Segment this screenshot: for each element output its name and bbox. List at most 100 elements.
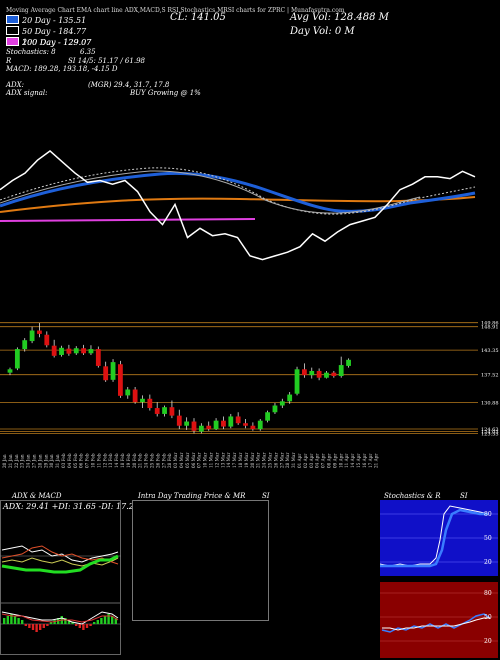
candle-body [279, 401, 285, 406]
candle-body [110, 362, 116, 380]
macd-histogram-bar [13, 616, 17, 624]
stochastics-panel-si: SI [460, 492, 468, 500]
macd-histogram-bar [100, 618, 103, 624]
macd-histogram-bar [10, 614, 13, 624]
date-tick-label: 28 Feb [167, 453, 172, 468]
price-level-label: 124.03 [481, 430, 499, 436]
candle-body [44, 334, 50, 346]
sma-50-line [0, 167, 476, 215]
legend-100-day-label: 100 Day - 129.07 [22, 38, 92, 47]
date-tick-label: 19 Mar [244, 453, 249, 468]
date-tick-label: 05 Mar [185, 453, 190, 468]
r-label: R [6, 57, 12, 65]
date-tick-label: 22 Jan [14, 454, 19, 468]
date-tick-label: 10 Mar [203, 453, 208, 468]
macd-histogram-bar [42, 624, 45, 628]
stoch-k-line [380, 505, 489, 567]
date-tick-label: 03 Feb [61, 453, 66, 468]
stoch-20-label: 20 [484, 559, 492, 566]
date-tick-label: 10 Apr [338, 454, 343, 468]
macd-histogram-bar [35, 624, 38, 632]
candle-body [309, 370, 315, 376]
intraday-panel-title: Intra Day Trading Price & MR [138, 492, 246, 500]
macd-histogram-bar [24, 624, 27, 626]
macd-histogram-bar [89, 624, 92, 626]
date-tick-label: 21 Feb [138, 453, 143, 468]
candle-body [324, 372, 329, 378]
adx-signal-label: ADX signal: [6, 89, 48, 97]
macd-signal-line [1, 613, 119, 623]
sma-20-line [0, 171, 476, 213]
macd-histogram-bar [78, 624, 81, 628]
date-tick-label: 30 Jan [49, 454, 54, 468]
adx-signal-line [1, 554, 119, 574]
date-tick-label: 08 Apr [327, 454, 332, 468]
macd-histogram-bar [3, 618, 6, 624]
candle-body [272, 405, 278, 413]
stochastics-value: 6.35 [80, 48, 96, 56]
date-tick-label: 04 Feb [67, 453, 72, 468]
mrsi-background [380, 582, 498, 658]
close-price: CL: 141.05 [170, 12, 226, 23]
sma-50-solid-line [0, 170, 421, 214]
macd-histogram-bar [49, 622, 53, 624]
date-tick-label: 24 Mar [262, 453, 267, 468]
date-tick-label: 13 Feb [108, 453, 113, 468]
candle-body [140, 398, 145, 403]
macd-histogram-bar [85, 624, 89, 628]
date-tick-label: 17 Apr [368, 454, 373, 468]
legend-20-day-label: 20 Day - 135.51 [22, 16, 87, 25]
macd-histogram-bar [39, 624, 42, 630]
date-tick-label: 12 Mar [214, 453, 219, 468]
mrsi-80-label: 80 [484, 590, 492, 597]
adx-signal-value: BUY Growing @ 1% [130, 89, 201, 97]
candle-body [7, 369, 13, 373]
price-level-label: 137.52 [481, 373, 499, 379]
candle-body [132, 389, 138, 403]
date-tick-label: 25 Feb [150, 453, 155, 468]
legend-200-day-label: 200 Day - 129.07 [22, 38, 92, 47]
adx-line [1, 557, 119, 567]
candle-body [331, 372, 337, 377]
date-tick-label: 23 Jan [20, 454, 25, 468]
date-tick-label: 04 Mar [179, 453, 184, 468]
date-tick-label: 07 Mar [197, 453, 202, 468]
date-tick-label: 12 Feb [102, 453, 107, 468]
date-tick-label: 10 Feb [91, 453, 96, 468]
date-tick-label: 28 Jan [37, 454, 42, 468]
date-tick-label: 21 Jan [8, 454, 13, 468]
intraday-panel-si: SI [262, 492, 270, 500]
adx-panel-title: ADX & MACD [12, 492, 62, 500]
date-tick-label: 01 Apr [297, 454, 302, 468]
candle-body [162, 407, 167, 414]
date-tick-label: 14 Feb [114, 453, 119, 468]
date-tick-label: 07 Apr [321, 454, 326, 468]
macd-histogram-bar [111, 616, 114, 624]
candle-body [338, 365, 344, 377]
macd-histogram-bar [21, 620, 24, 624]
price-level-label: 130.88 [481, 401, 499, 407]
mrsi-line [381, 613, 491, 633]
plus-di-line [1, 545, 119, 563]
date-tick-label: 17 Mar [232, 453, 237, 468]
date-tick-label: 09 Apr [332, 454, 337, 468]
macd-histogram-bar [17, 618, 20, 624]
stoch-50-label: 50 [484, 535, 492, 542]
candle-body [176, 415, 182, 426]
candle-body [147, 398, 153, 409]
candle-body [257, 420, 263, 430]
macd-histogram-bar [28, 624, 31, 628]
si-readout: SI 14/5: 51.17 / 61.98 [68, 57, 145, 65]
price-level-label: 123.53 [481, 432, 499, 438]
date-tick-label: 05 Feb [73, 453, 78, 468]
candle-body [51, 345, 57, 356]
date-tick-label: 27 Jan [32, 454, 37, 468]
date-tick-label: 14 Mar [226, 453, 231, 468]
legend-20-day-swatch [6, 15, 19, 24]
macd-histogram-bar [93, 622, 96, 624]
date-tick-label: 27 Mar [279, 453, 284, 468]
macd-histogram-bar [114, 618, 117, 624]
candle-body [250, 425, 256, 430]
candle-body [206, 425, 212, 430]
price-level-label: 143.35 [481, 348, 499, 354]
